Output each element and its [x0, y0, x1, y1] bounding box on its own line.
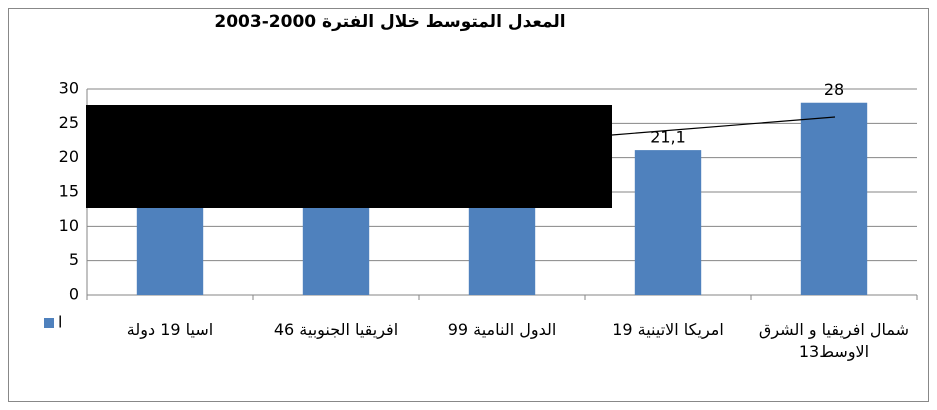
x-tick-label: افريقيا الجنوبية 46 [273, 320, 399, 339]
legend-label: ا [58, 313, 62, 332]
x-tick-label: اسيا 19 دولة [126, 320, 214, 339]
y-tick-label: 20 [59, 147, 79, 166]
y-tick-label: 30 [59, 79, 79, 98]
data-label: 21,1 [650, 128, 686, 147]
y-tick-label: 0 [69, 285, 79, 304]
chart-title: المعدل المتوسط خلال الفترة 2000-2003 [214, 12, 565, 32]
trend-line [611, 116, 836, 136]
y-tick-label: 25 [59, 113, 79, 132]
legend-swatch [44, 318, 54, 328]
y-tick-label: 5 [69, 250, 79, 269]
y-tick-label: 15 [59, 182, 79, 201]
redaction-box [86, 105, 612, 208]
x-tick-label: الدول النامية 99 [447, 320, 557, 339]
bar [800, 102, 868, 295]
x-tick-label: شمال افريقيا و الشرق الاوسط13 [758, 320, 910, 361]
y-tick-label: 10 [59, 216, 79, 235]
data-label: 28 [824, 80, 844, 99]
bar [634, 150, 702, 295]
x-tick-label: امريكا الاتينية 19 [612, 320, 724, 339]
